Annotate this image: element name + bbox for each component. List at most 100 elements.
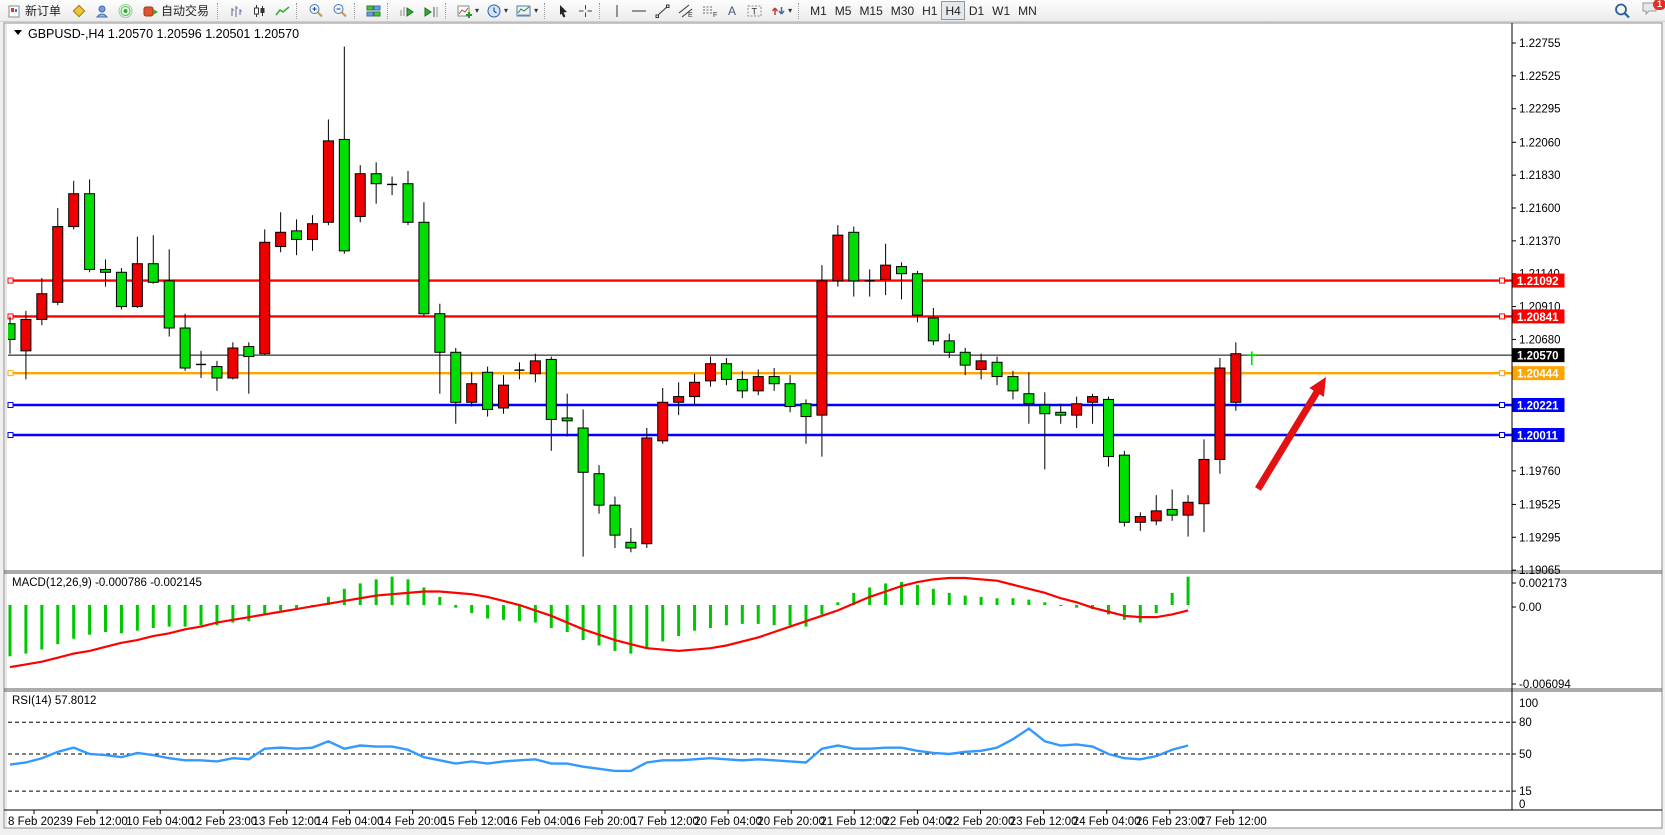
search-icon[interactable]: [1614, 3, 1631, 19]
svg-text:22 Feb 20:00: 22 Feb 20:00: [947, 816, 1015, 828]
svg-text:1.20011: 1.20011: [1517, 431, 1559, 443]
timeframe-M30[interactable]: M30: [887, 1, 918, 20]
toolbar-separator: [599, 2, 605, 19]
trend-arrow[interactable]: [1255, 377, 1326, 491]
macd-label: MACD(12,26,9) -0.000786 -0.002145: [12, 577, 202, 589]
timeframe-H1[interactable]: H1: [918, 1, 941, 20]
svg-text:20 Feb 04:00: 20 Feb 04:00: [694, 816, 762, 828]
signals-button[interactable]: [114, 1, 137, 20]
svg-text:100: 100: [1519, 698, 1538, 710]
tile-windows-icon: [366, 4, 381, 18]
channel-button[interactable]: E: [674, 1, 698, 20]
svg-text:1.19525: 1.19525: [1519, 499, 1561, 511]
dropdown-arrow-icon: ▾: [788, 6, 793, 15]
rsi-line: [9, 727, 1189, 773]
svg-text:1.21600: 1.21600: [1519, 203, 1561, 215]
svg-text:20 Feb 20:00: 20 Feb 20:00: [757, 816, 825, 828]
price-tag-1.20011: 1.20011: [1512, 428, 1565, 443]
arrows-button[interactable]: ▾: [767, 1, 796, 20]
hline-handle[interactable]: [7, 432, 14, 438]
line-chart-button[interactable]: [271, 1, 294, 20]
timeframe-M15[interactable]: M15: [855, 1, 886, 20]
text-icon: A: [726, 4, 739, 18]
chart-frame: [3, 22, 1663, 829]
hline-handle[interactable]: [1499, 313, 1505, 320]
trendline-icon: [655, 4, 670, 18]
template-button[interactable]: ▾: [512, 1, 542, 20]
crosshair-button[interactable]: [574, 1, 597, 20]
new-order-icon: [8, 4, 22, 18]
auto-scroll-button[interactable]: [395, 1, 419, 20]
svg-text:23 Feb 12:00: 23 Feb 12:00: [1010, 816, 1078, 828]
rsi-panel: 80 50 15 100 0 RSI(14) 57.8012: [8, 695, 1538, 811]
svg-text:80: 80: [1519, 717, 1532, 729]
trendline-button[interactable]: [651, 1, 674, 20]
auto-trading-icon: [143, 4, 159, 18]
periods-icon: [487, 4, 502, 18]
hline-handle[interactable]: [7, 370, 14, 377]
price-chart[interactable]: 1.22755 1.22525 1.22295 1.22060 1.21830 1.216…: [0, 22, 1665, 835]
fibonacci-button[interactable]: F: [698, 1, 722, 20]
toolbar-separator: [354, 2, 360, 19]
auto-trading-button[interactable]: 自动交易: [137, 1, 215, 20]
timeframe-MN[interactable]: MN: [1014, 1, 1041, 20]
text-button[interactable]: A: [722, 1, 743, 20]
svg-text:1.19760: 1.19760: [1519, 466, 1561, 478]
hline-handle[interactable]: [7, 277, 14, 284]
svg-text:13 Feb 12:00: 13 Feb 12:00: [253, 816, 321, 828]
label-button[interactable]: T: [743, 1, 767, 20]
periods-button[interactable]: ▾: [483, 1, 512, 20]
indicators-icon: [457, 4, 473, 18]
person-icon: [95, 4, 110, 18]
main-toolbar: 新订单 自动交易: [0, 0, 1665, 22]
bar-chart-button[interactable]: [225, 1, 248, 20]
timeframe-W1[interactable]: W1: [988, 1, 1014, 20]
line-chart-icon: [275, 4, 290, 18]
dropdown-arrow-icon: ▾: [475, 6, 480, 15]
horizontal-lines: [7, 277, 1512, 438]
toolbar-separator: [217, 2, 223, 19]
hline-handle[interactable]: [7, 402, 14, 408]
indicators-button[interactable]: ▾: [453, 1, 483, 20]
chart-shift-button[interactable]: [419, 1, 443, 20]
new-order-button[interactable]: 新订单: [2, 1, 67, 20]
hline-handle[interactable]: [1499, 370, 1505, 377]
gold-button[interactable]: [67, 1, 91, 20]
timeframe-D1[interactable]: D1: [965, 1, 988, 20]
timeframe-M1[interactable]: M1: [806, 1, 831, 20]
tile-windows-button[interactable]: [362, 1, 385, 20]
bar-chart-icon: [229, 4, 244, 18]
svg-text:10 Feb 04:00: 10 Feb 04:00: [126, 816, 194, 828]
svg-text:E: E: [688, 12, 693, 18]
horizontal-line-button[interactable]: [627, 1, 651, 20]
accounts-button[interactable]: [91, 1, 114, 20]
rsi-label: RSI(14) 57.8012: [12, 695, 96, 707]
chart-window[interactable]: 1.22755 1.22525 1.22295 1.22060 1.21830 1.216…: [0, 22, 1665, 835]
zoom-in-button[interactable]: [304, 1, 328, 20]
svg-text:8 Feb 2023: 8 Feb 2023: [8, 816, 66, 828]
hline-handle[interactable]: [1499, 432, 1505, 438]
new-order-label: 新订单: [25, 4, 62, 18]
hline-handle[interactable]: [1499, 402, 1505, 408]
timeframe-M5[interactable]: M5: [831, 1, 856, 20]
arrows-icon: [771, 4, 786, 18]
price-tag-1.20221: 1.20221: [1512, 398, 1565, 413]
svg-text:-0.006094: -0.006094: [1519, 679, 1571, 691]
svg-text:F: F: [713, 12, 717, 18]
timeframe-H4[interactable]: H4: [941, 1, 965, 20]
svg-text:1.19065: 1.19065: [1519, 565, 1561, 577]
svg-text:1.20680: 1.20680: [1519, 334, 1561, 346]
notification-badge: 1: [1652, 0, 1665, 10]
zoom-out-button[interactable]: [328, 1, 352, 20]
svg-text:1.22295: 1.22295: [1519, 104, 1561, 116]
svg-text:A: A: [728, 4, 736, 18]
svg-text:17 Feb 12:00: 17 Feb 12:00: [631, 816, 699, 828]
vertical-line-button[interactable]: [607, 1, 627, 20]
notifications-button[interactable]: 1: [1641, 0, 1665, 21]
toolbar-separator: [798, 2, 804, 19]
candlestick-button[interactable]: [248, 1, 271, 20]
svg-text:0.00: 0.00: [1519, 602, 1541, 614]
cursor-button[interactable]: [552, 1, 574, 20]
svg-text:1.21830: 1.21830: [1519, 170, 1561, 182]
hline-handle[interactable]: [1499, 277, 1505, 284]
